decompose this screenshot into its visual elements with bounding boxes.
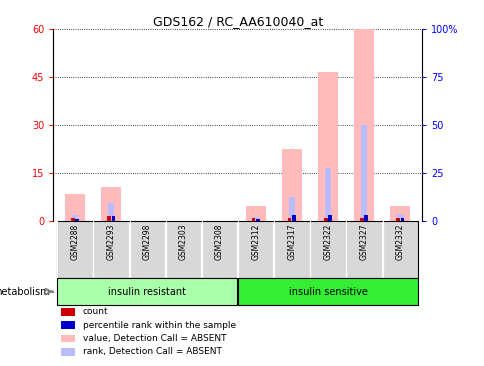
Text: GSM2308: GSM2308 xyxy=(214,224,224,260)
Bar xyxy=(60,308,76,315)
Bar xyxy=(71,218,75,221)
Bar xyxy=(390,206,409,221)
Bar xyxy=(245,206,265,221)
Bar xyxy=(324,168,331,221)
Text: GSM2303: GSM2303 xyxy=(179,224,188,260)
Bar xyxy=(400,218,403,221)
Bar xyxy=(287,218,291,221)
Bar xyxy=(65,194,85,221)
Bar xyxy=(281,149,301,221)
Bar xyxy=(57,278,237,305)
Title: GDS162 / RC_AA610040_at: GDS162 / RC_AA610040_at xyxy=(152,15,322,28)
Bar xyxy=(292,215,295,221)
Text: GSM2293: GSM2293 xyxy=(106,224,115,260)
Text: GSM2317: GSM2317 xyxy=(287,224,296,260)
Text: GSM2312: GSM2312 xyxy=(251,224,260,260)
Bar xyxy=(252,217,258,221)
Text: value, Detection Call = ABSENT: value, Detection Call = ABSENT xyxy=(83,334,226,343)
Bar xyxy=(238,221,273,278)
Text: GSM2298: GSM2298 xyxy=(142,224,151,260)
Bar xyxy=(101,187,121,221)
Bar xyxy=(238,278,417,305)
Bar xyxy=(57,221,92,278)
Bar xyxy=(72,215,78,221)
Bar xyxy=(382,221,417,278)
Bar xyxy=(201,221,237,278)
Bar xyxy=(396,214,403,221)
Text: GSM2322: GSM2322 xyxy=(323,224,332,260)
Bar xyxy=(360,125,366,221)
Bar xyxy=(166,221,201,278)
Bar xyxy=(111,216,115,221)
Bar xyxy=(323,218,327,221)
Bar xyxy=(75,219,79,221)
Bar xyxy=(107,216,110,221)
Text: insulin sensitive: insulin sensitive xyxy=(288,287,367,297)
Bar xyxy=(60,348,76,356)
Bar xyxy=(60,335,76,342)
Bar xyxy=(256,219,259,221)
Text: rank, Detection Call = ABSENT: rank, Detection Call = ABSENT xyxy=(83,347,221,356)
Bar xyxy=(395,218,399,221)
Text: GSM2332: GSM2332 xyxy=(395,224,404,260)
Text: percentile rank within the sample: percentile rank within the sample xyxy=(83,321,236,330)
Bar xyxy=(360,218,363,221)
Bar xyxy=(93,221,129,278)
Bar xyxy=(288,197,294,221)
Bar xyxy=(310,221,345,278)
Bar xyxy=(60,321,76,329)
Bar xyxy=(346,221,381,278)
Bar xyxy=(129,221,165,278)
Bar xyxy=(328,215,331,221)
Text: insulin resistant: insulin resistant xyxy=(108,287,186,297)
Bar xyxy=(364,215,367,221)
Bar xyxy=(273,221,309,278)
Bar xyxy=(108,203,114,221)
Text: metabolism: metabolism xyxy=(0,287,50,297)
Bar xyxy=(318,72,337,221)
Text: GSM2327: GSM2327 xyxy=(359,224,368,260)
Bar xyxy=(251,218,255,221)
Text: GSM2288: GSM2288 xyxy=(70,224,79,260)
Text: count: count xyxy=(83,307,108,316)
Bar xyxy=(353,29,373,221)
